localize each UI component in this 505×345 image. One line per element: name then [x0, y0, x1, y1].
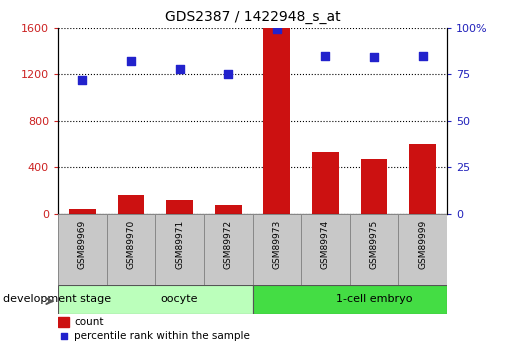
- Point: [176, 66, 184, 71]
- Text: GSM89970: GSM89970: [126, 219, 135, 269]
- Text: GSM89999: GSM89999: [418, 219, 427, 269]
- Bar: [107, 214, 156, 285]
- Bar: [69, 209, 96, 214]
- Bar: [58, 285, 252, 314]
- Bar: [301, 214, 350, 285]
- Bar: [58, 317, 69, 327]
- Text: count: count: [74, 317, 104, 327]
- Point: [370, 55, 378, 60]
- Bar: [118, 195, 144, 214]
- Bar: [204, 214, 252, 285]
- Text: GSM89971: GSM89971: [175, 219, 184, 269]
- Point: [419, 53, 427, 58]
- Text: oocyte: oocyte: [161, 294, 198, 304]
- Bar: [409, 144, 436, 214]
- Bar: [264, 28, 290, 214]
- Title: GDS2387 / 1422948_s_at: GDS2387 / 1422948_s_at: [165, 10, 340, 24]
- Bar: [361, 159, 387, 214]
- Bar: [58, 214, 107, 285]
- Text: GSM89974: GSM89974: [321, 219, 330, 269]
- Point: [78, 77, 86, 82]
- Point: [321, 53, 329, 58]
- Bar: [312, 152, 339, 214]
- Bar: [252, 214, 301, 285]
- Bar: [166, 200, 193, 214]
- Text: GSM89973: GSM89973: [272, 219, 281, 269]
- Point: [60, 333, 68, 339]
- Text: GSM89972: GSM89972: [224, 219, 233, 269]
- Bar: [156, 214, 204, 285]
- Text: GSM89969: GSM89969: [78, 219, 87, 269]
- Bar: [215, 205, 241, 214]
- Text: GSM89975: GSM89975: [370, 219, 379, 269]
- Text: development stage: development stage: [3, 295, 111, 304]
- Bar: [398, 214, 447, 285]
- Bar: [252, 285, 447, 314]
- Text: 1-cell embryo: 1-cell embryo: [336, 294, 412, 304]
- Point: [224, 71, 232, 77]
- Point: [273, 27, 281, 32]
- Text: percentile rank within the sample: percentile rank within the sample: [74, 331, 250, 341]
- Point: [127, 58, 135, 64]
- Bar: [350, 214, 398, 285]
